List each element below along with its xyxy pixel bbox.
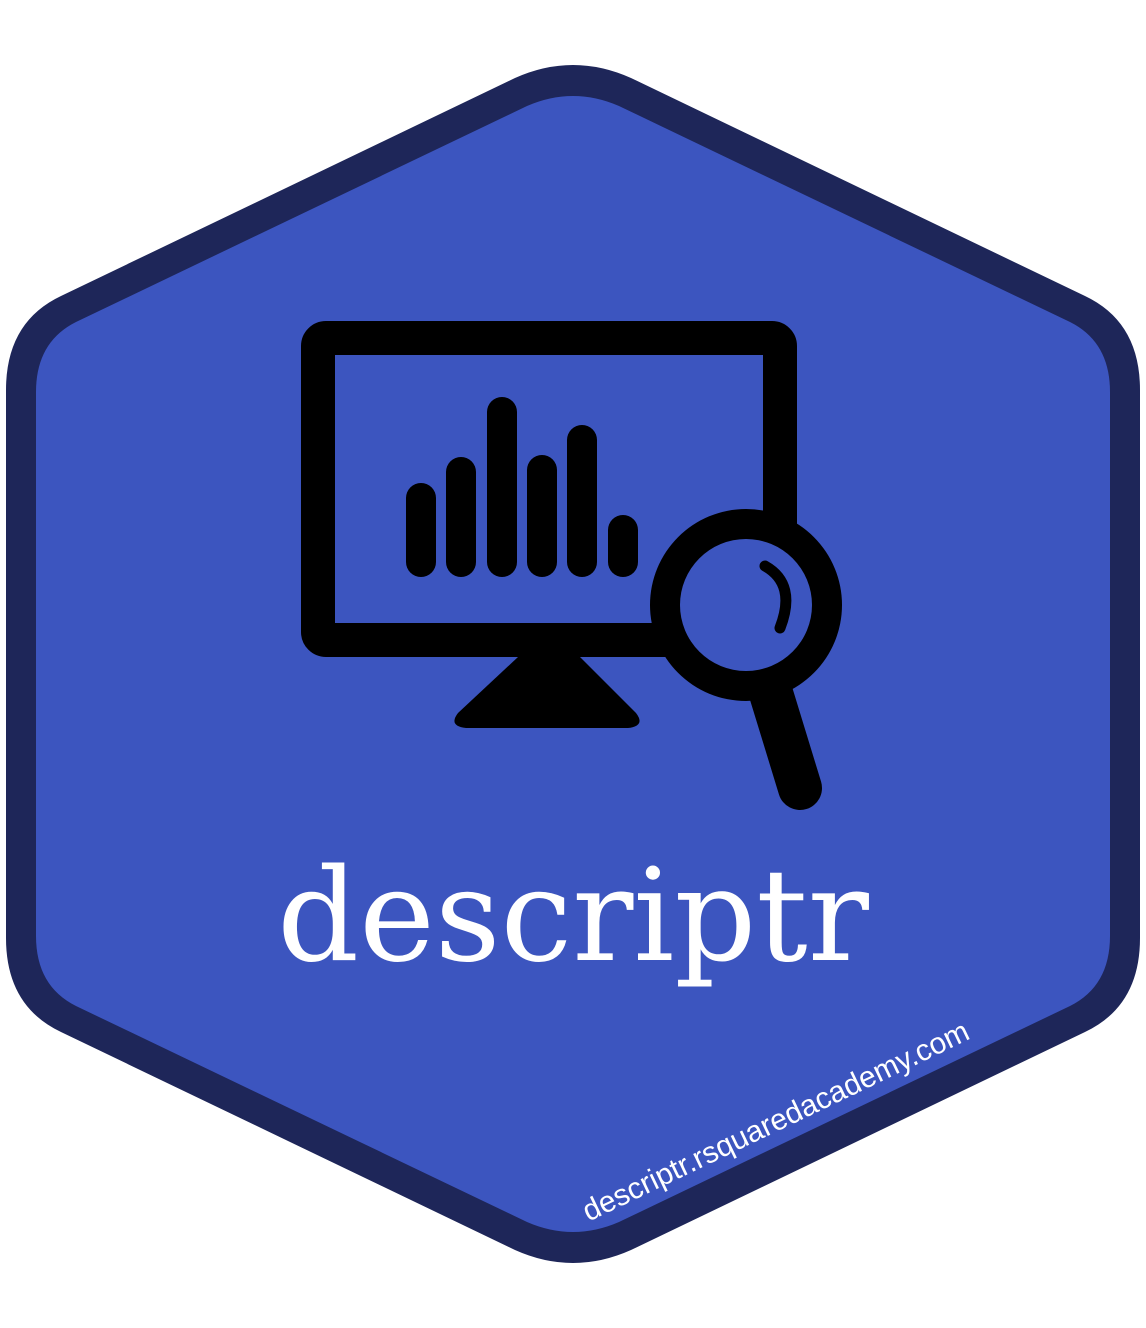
bar-chart-icon: [406, 397, 638, 577]
package-name: descriptr: [277, 842, 870, 991]
magnifying-glass-icon: [650, 509, 842, 810]
monitor-icon: [301, 321, 797, 728]
